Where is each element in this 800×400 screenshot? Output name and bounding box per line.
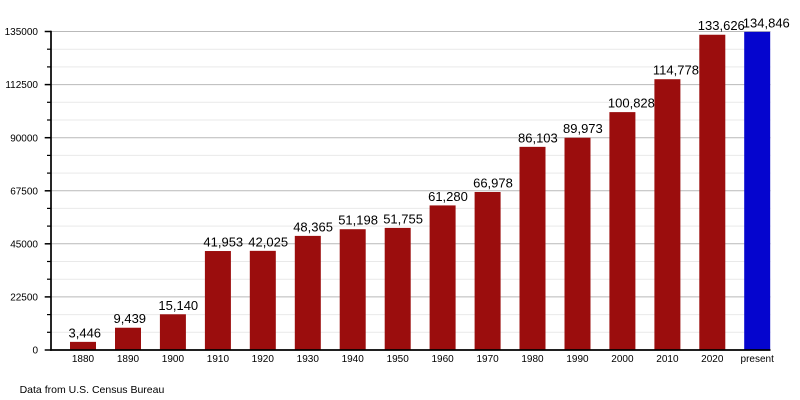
svg-text:51,755: 51,755 bbox=[383, 211, 423, 226]
svg-text:61,280: 61,280 bbox=[428, 189, 468, 204]
svg-text:86,103: 86,103 bbox=[518, 130, 558, 145]
svg-text:1910: 1910 bbox=[207, 354, 230, 365]
svg-text:1950: 1950 bbox=[387, 354, 410, 365]
svg-text:1960: 1960 bbox=[431, 354, 454, 365]
svg-text:1980: 1980 bbox=[521, 354, 544, 365]
svg-text:51,198: 51,198 bbox=[338, 213, 378, 228]
svg-text:1990: 1990 bbox=[566, 354, 589, 365]
svg-text:2010: 2010 bbox=[656, 354, 679, 365]
svg-text:90000: 90000 bbox=[10, 133, 38, 144]
svg-text:9,439: 9,439 bbox=[114, 311, 147, 326]
svg-text:1940: 1940 bbox=[342, 354, 365, 365]
svg-text:present: present bbox=[741, 354, 775, 365]
svg-text:1890: 1890 bbox=[117, 354, 140, 365]
svg-text:48,365: 48,365 bbox=[293, 219, 333, 234]
svg-text:2000: 2000 bbox=[611, 354, 634, 365]
svg-text:134,846: 134,846 bbox=[743, 15, 790, 30]
svg-text:1900: 1900 bbox=[162, 354, 185, 365]
svg-text:3,446: 3,446 bbox=[69, 325, 102, 340]
svg-text:133,626: 133,626 bbox=[698, 18, 745, 33]
svg-text:1930: 1930 bbox=[297, 354, 320, 365]
svg-text:66,978: 66,978 bbox=[473, 175, 513, 190]
svg-text:135000: 135000 bbox=[5, 27, 39, 38]
svg-text:114,778: 114,778 bbox=[653, 63, 699, 78]
svg-text:0: 0 bbox=[32, 346, 38, 357]
svg-text:67500: 67500 bbox=[10, 186, 38, 197]
svg-text:41,953: 41,953 bbox=[203, 235, 243, 250]
svg-text:22500: 22500 bbox=[10, 293, 38, 304]
svg-text:112500: 112500 bbox=[5, 80, 38, 91]
svg-text:1920: 1920 bbox=[252, 354, 275, 365]
svg-text:1970: 1970 bbox=[476, 354, 499, 365]
svg-text:100,828: 100,828 bbox=[608, 96, 655, 111]
svg-text:1880: 1880 bbox=[72, 354, 95, 365]
svg-text:2020: 2020 bbox=[701, 354, 724, 365]
svg-text:89,973: 89,973 bbox=[563, 121, 603, 136]
svg-text:42,025: 42,025 bbox=[248, 234, 288, 249]
svg-text:Data from U.S. Census Bureau: Data from U.S. Census Bureau bbox=[20, 384, 165, 396]
svg-text:15,140: 15,140 bbox=[158, 298, 198, 313]
svg-text:45000: 45000 bbox=[10, 239, 38, 250]
